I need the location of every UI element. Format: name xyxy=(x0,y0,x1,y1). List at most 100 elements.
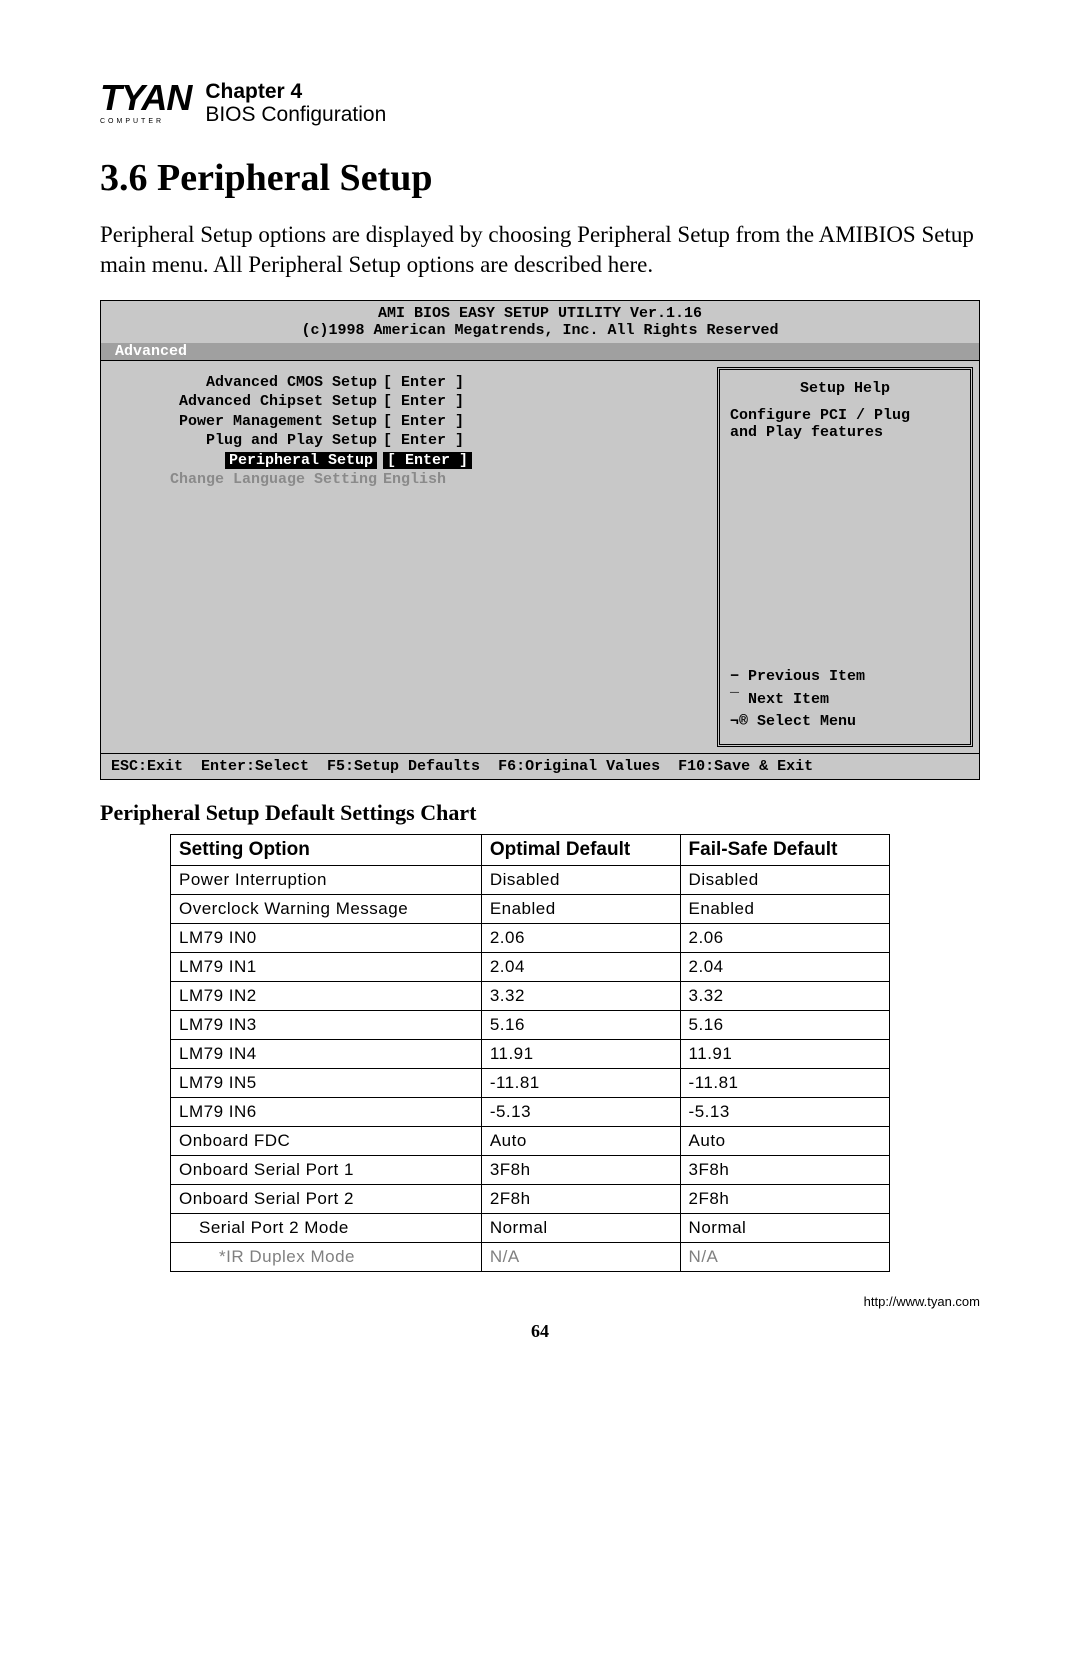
nav-select: ¬® Select Menu xyxy=(730,711,960,734)
table-row: Onboard FDCAutoAuto xyxy=(171,1126,890,1155)
footer-url: http://www.tyan.com xyxy=(100,1294,980,1309)
bios-menu-value: [ Enter ] xyxy=(383,373,483,393)
cell-optimal: 5.16 xyxy=(481,1010,680,1039)
cell-optimal: Normal xyxy=(481,1213,680,1242)
cell-optimal: 3F8h xyxy=(481,1155,680,1184)
bios-title: AMI BIOS EASY SETUP UTILITY Ver.1.16 xyxy=(101,301,979,322)
cell-failsafe: 2.04 xyxy=(680,952,889,981)
cell-setting: LM79 IN4 xyxy=(171,1039,482,1068)
bios-help-title: Setup Help xyxy=(730,380,960,397)
bios-menu-value: [ Enter ] xyxy=(383,392,483,412)
cell-setting: Serial Port 2 Mode xyxy=(171,1213,482,1242)
bios-menu-value: [ Enter ] xyxy=(383,451,483,471)
logo: TYAN COMPUTER xyxy=(100,80,191,125)
bios-menu-item[interactable]: Power Management Setup [ Enter ] xyxy=(117,412,707,432)
bios-menu-item[interactable]: Change Language SettingEnglish xyxy=(117,470,707,490)
header-text: Chapter 4 BIOS Configuration xyxy=(205,80,386,126)
bios-menu-label: Advanced CMOS Setup xyxy=(117,373,377,393)
table-row: LM79 IN23.323.32 xyxy=(171,981,890,1010)
logo-text: TYAN xyxy=(100,80,191,116)
table-row: *IR Duplex ModeN/AN/A xyxy=(171,1242,890,1271)
bios-menu-label: Power Management Setup xyxy=(117,412,377,432)
bios-menu: Advanced CMOS Setup[ Enter ]Advanced Chi… xyxy=(107,367,717,747)
cell-setting: Power Interruption xyxy=(171,865,482,894)
chapter-subtitle: BIOS Configuration xyxy=(205,103,386,126)
bios-nav-hints: − Previous Item ¯ Next Item ¬® Select Me… xyxy=(730,666,960,734)
table-row: LM79 IN6-5.13-5.13 xyxy=(171,1097,890,1126)
cell-setting: Onboard Serial Port 2 xyxy=(171,1184,482,1213)
bios-menu-value: English xyxy=(383,470,483,490)
cell-setting: Overclock Warning Message xyxy=(171,894,482,923)
cell-optimal: 2F8h xyxy=(481,1184,680,1213)
bios-tab-row: Advanced xyxy=(101,343,979,360)
table-row: LM79 IN5-11.81-11.81 xyxy=(171,1068,890,1097)
chapter-label: Chapter 4 xyxy=(205,80,386,103)
cell-failsafe: 2.06 xyxy=(680,923,889,952)
cell-setting: LM79 IN0 xyxy=(171,923,482,952)
cell-optimal: 11.91 xyxy=(481,1039,680,1068)
cell-optimal: -11.81 xyxy=(481,1068,680,1097)
cell-optimal: 3.32 xyxy=(481,981,680,1010)
cell-setting: *IR Duplex Mode xyxy=(171,1242,482,1271)
cell-failsafe: 2F8h xyxy=(680,1184,889,1213)
cell-optimal: Disabled xyxy=(481,865,680,894)
cell-setting: LM79 IN1 xyxy=(171,952,482,981)
bios-help-line2: and Play features xyxy=(730,424,960,441)
table-row: LM79 IN02.062.06 xyxy=(171,923,890,952)
bios-menu-label: Peripheral Setup xyxy=(117,451,377,471)
cell-failsafe: 5.16 xyxy=(680,1010,889,1039)
nav-select-sym: ¬® xyxy=(730,713,748,730)
bios-menu-value: [ Enter ] xyxy=(383,412,483,432)
cell-failsafe: -5.13 xyxy=(680,1097,889,1126)
table-row: LM79 IN35.165.16 xyxy=(171,1010,890,1039)
bios-menu-item[interactable]: Advanced CMOS Setup [ Enter ] xyxy=(117,373,707,393)
table-header-row: Setting Option Optimal Default Fail-Safe… xyxy=(171,834,890,865)
bios-tab-advanced[interactable]: Advanced xyxy=(111,343,191,360)
table-row: Onboard Serial Port 22F8h2F8h xyxy=(171,1184,890,1213)
cell-setting: Onboard FDC xyxy=(171,1126,482,1155)
cell-setting: LM79 IN6 xyxy=(171,1097,482,1126)
section-title: 3.6 Peripheral Setup xyxy=(100,156,980,200)
cell-optimal: Enabled xyxy=(481,894,680,923)
table-title: Peripheral Setup Default Settings Chart xyxy=(100,800,980,826)
cell-setting: LM79 IN3 xyxy=(171,1010,482,1039)
cell-setting: LM79 IN5 xyxy=(171,1068,482,1097)
cell-setting: LM79 IN2 xyxy=(171,981,482,1010)
cell-optimal: Auto xyxy=(481,1126,680,1155)
col-failsafe: Fail-Safe Default xyxy=(680,834,889,865)
cell-failsafe: Enabled xyxy=(680,894,889,923)
table-row: Power InterruptionDisabledDisabled xyxy=(171,865,890,894)
cell-optimal: -5.13 xyxy=(481,1097,680,1126)
bios-help-line1: Configure PCI / Plug xyxy=(730,407,960,424)
cell-failsafe: 3F8h xyxy=(680,1155,889,1184)
bios-help-top: Setup Help Configure PCI / Plug and Play… xyxy=(730,380,960,441)
bios-menu-item[interactable]: Peripheral Setup [ Enter ] xyxy=(117,451,707,471)
cell-failsafe: Disabled xyxy=(680,865,889,894)
cell-setting: Onboard Serial Port 1 xyxy=(171,1155,482,1184)
cell-optimal: 2.06 xyxy=(481,923,680,952)
bios-menu-item[interactable]: Plug and Play Setup[ Enter ] xyxy=(117,431,707,451)
intro-paragraph: Peripheral Setup options are displayed b… xyxy=(100,220,980,280)
cell-failsafe: -11.81 xyxy=(680,1068,889,1097)
document-page: TYAN COMPUTER Chapter 4 BIOS Configurati… xyxy=(0,0,1080,1392)
col-setting: Setting Option xyxy=(171,834,482,865)
table-row: Overclock Warning MessageEnabledEnabled xyxy=(171,894,890,923)
cell-optimal: N/A xyxy=(481,1242,680,1271)
bios-menu-value: [ Enter ] xyxy=(383,431,483,451)
page-header: TYAN COMPUTER Chapter 4 BIOS Configurati… xyxy=(100,80,980,126)
nav-prev: − Previous Item xyxy=(730,666,960,689)
bios-menu-label: Advanced Chipset Setup xyxy=(117,392,377,412)
nav-next: ¯ Next Item xyxy=(730,689,960,712)
cell-failsafe: Normal xyxy=(680,1213,889,1242)
table-row: LM79 IN411.9111.91 xyxy=(171,1039,890,1068)
nav-prev-sym: − xyxy=(730,668,739,685)
nav-next-sym: ¯ xyxy=(730,691,739,708)
page-number: 64 xyxy=(100,1321,980,1342)
cell-failsafe: Auto xyxy=(680,1126,889,1155)
bios-menu-item[interactable]: Advanced Chipset Setup [ Enter ] xyxy=(117,392,707,412)
table-row: LM79 IN12.042.04 xyxy=(171,952,890,981)
cell-failsafe: N/A xyxy=(680,1242,889,1271)
col-optimal: Optimal Default xyxy=(481,834,680,865)
bios-footer: ESC:Exit Enter:Select F5:Setup Defaults … xyxy=(101,753,979,779)
cell-failsafe: 3.32 xyxy=(680,981,889,1010)
